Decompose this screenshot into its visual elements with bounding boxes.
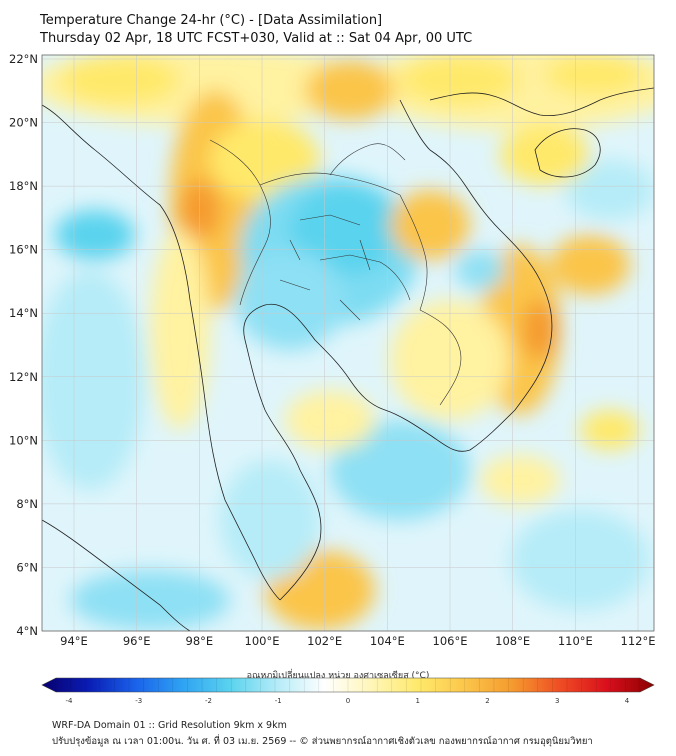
colorbar-tick-label: 4 (625, 697, 630, 705)
lon-label: 96°E (123, 634, 151, 648)
lon-label: 110°E (558, 634, 593, 648)
colorbar-tick-label: -2 (205, 697, 212, 705)
colorbar-tick-label: 3 (555, 697, 559, 705)
lat-label: 14°N (9, 306, 38, 320)
lon-label: 100°E (245, 634, 280, 648)
colorbar: -4 -3 -2 -1 0 1 2 3 4 (41, 677, 655, 705)
color-field (42, 55, 654, 631)
lon-label: 98°E (186, 634, 214, 648)
lon-label: 94°E (60, 634, 88, 648)
lat-label: 20°N (9, 116, 38, 130)
coastlines (42, 87, 654, 631)
lat-label: 22°N (9, 52, 38, 66)
title-line-2: Thursday 02 Apr, 18 UTC FCST+030, Valid … (40, 31, 473, 46)
longitude-labels: 94°E 96°E 98°E 100°E 102°E 104°E 106°E 108°E 110… (60, 634, 655, 648)
lat-label: 16°N (9, 243, 38, 257)
lon-label: 102°E (307, 634, 342, 648)
lat-label: 4°N (16, 624, 38, 638)
map-title: Temperature Change 24-hr (°C) - [Data As… (40, 12, 472, 48)
colorbar-ticks: -4 -3 -2 -1 0 1 2 3 4 (55, 678, 641, 705)
lon-label: 108°E (495, 634, 530, 648)
map-frame (41, 54, 655, 632)
colorbar-tick-label: -4 (66, 697, 74, 705)
footer-line-1: WRF-DA Domain 01 :: Grid Resolution 9km … (52, 720, 287, 731)
lat-label: 8°N (16, 497, 38, 511)
lat-label: 18°N (9, 179, 38, 193)
lon-label: 112°E (621, 634, 656, 648)
colorbar-tick-label: -3 (135, 697, 142, 705)
lat-label: 12°N (9, 370, 38, 384)
colorbar-tick-label: 0 (346, 697, 350, 705)
footer-line-2: ปรับปรุงข้อมูล ณ เวลา 01:00น. วัน ศ. ที่… (52, 736, 593, 747)
colorbar-tick-label: -1 (275, 697, 282, 705)
temperature-change-map: 22°N 20°N 18°N 16°N 14°N 12°N 10°N 8°N 6°N 4°N 94… (9, 52, 655, 648)
graticule (42, 55, 654, 632)
borders (209, 139, 462, 406)
latitude-labels: 22°N 20°N 18°N 16°N 14°N 12°N 10°N 8°N 6°N 4°N (9, 52, 38, 638)
colorbar-tick-label: 1 (416, 697, 420, 705)
lon-label: 104°E (370, 634, 405, 648)
lon-label: 106°E (433, 634, 468, 648)
title-line-1: Temperature Change 24-hr (°C) - [Data As… (40, 13, 383, 28)
colorbar-tick-label: 2 (485, 697, 489, 705)
lat-label: 6°N (16, 560, 38, 574)
colorbar-gradient (41, 677, 655, 693)
colorbar-title: อุณหภูมิเปลี่ยนแปลง หน่วย องศาเซลเซียส (… (246, 671, 430, 681)
lat-label: 10°N (9, 433, 38, 447)
